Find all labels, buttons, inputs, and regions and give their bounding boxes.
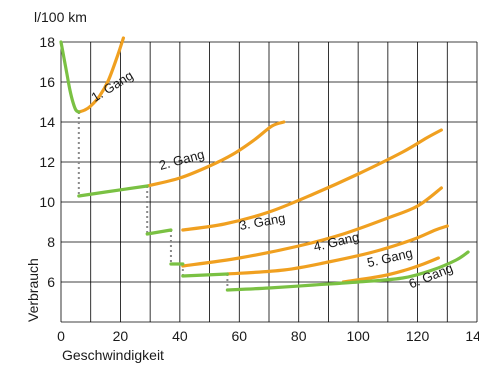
gear-curve-1 <box>77 36 125 114</box>
optimum-curve-segment <box>145 228 173 236</box>
x-tick-label: 140 <box>465 328 479 344</box>
gear-curve-4 <box>181 186 443 268</box>
y-tick-label: 14 <box>39 114 55 130</box>
gear-curve-2 <box>145 120 286 188</box>
x-tick-label: 120 <box>406 328 430 344</box>
optimum-consumption-curve <box>59 40 470 292</box>
optimum-curve-segment <box>181 272 229 278</box>
x-tick-label: 100 <box>346 328 370 344</box>
y-tick-label: 8 <box>47 234 55 250</box>
x-axis-label: Geschwindigkeit <box>62 347 164 363</box>
optimum-curve-segment <box>77 184 149 198</box>
y-tick-label: 16 <box>39 74 55 90</box>
grid <box>60 41 478 323</box>
y-tick-label: 10 <box>39 194 55 210</box>
gear-label-3: 3. Gang <box>238 210 286 233</box>
gear-curve-6 <box>341 256 440 284</box>
optimum-curve-segment <box>59 40 81 114</box>
x-tick-label: 80 <box>291 328 307 344</box>
gear-curve-3 <box>181 128 443 232</box>
y-tick-label: 6 <box>47 274 55 290</box>
y-tick-label: 18 <box>39 34 55 50</box>
gear-label-4: 4. Gang <box>312 229 360 254</box>
y-axis-label: Verbrauch <box>25 258 41 322</box>
optimum-curve-segment <box>225 250 470 292</box>
gear-label-2: 2. Gang <box>157 146 206 172</box>
gear-curve-5 <box>225 224 449 276</box>
x-tick-label: 40 <box>172 328 188 344</box>
x-tick-label: 20 <box>113 328 129 344</box>
y-tick-labels: 6 8 10 12 14 16 18 <box>39 34 55 290</box>
gear-curves <box>77 36 449 284</box>
x-tick-labels: 0 20 40 60 80 100 120 140 <box>57 328 479 344</box>
unit-label: l/100 km <box>34 9 87 25</box>
gear-label-6: 6. Gang <box>406 260 455 291</box>
y-tick-label: 12 <box>39 154 55 170</box>
x-tick-label: 60 <box>231 328 247 344</box>
x-tick-label: 0 <box>57 328 65 344</box>
